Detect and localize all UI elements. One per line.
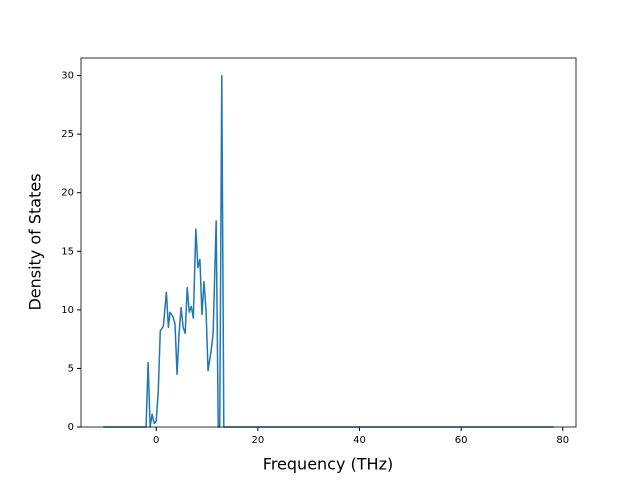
y-tick-label: 30 <box>61 71 74 82</box>
x-tick-label: 80 <box>556 435 569 446</box>
y-tick-label: 10 <box>61 305 74 316</box>
y-tick-label: 20 <box>61 188 74 199</box>
x-tick-label: 20 <box>251 435 264 446</box>
x-tick-label: 0 <box>153 435 159 446</box>
line-series <box>103 74 554 428</box>
plot-frame <box>80 57 577 428</box>
y-tick-label: 15 <box>61 246 74 257</box>
y-tick-label: 5 <box>68 363 74 374</box>
y-tick-label: 0 <box>68 422 74 433</box>
x-axis-label: Frequency (THz) <box>263 455 393 474</box>
x-tick-label: 60 <box>455 435 468 446</box>
x-tick-label: 40 <box>353 435 366 446</box>
y-axis-label: Density of States <box>26 173 45 310</box>
y-tick-label: 25 <box>61 129 74 140</box>
